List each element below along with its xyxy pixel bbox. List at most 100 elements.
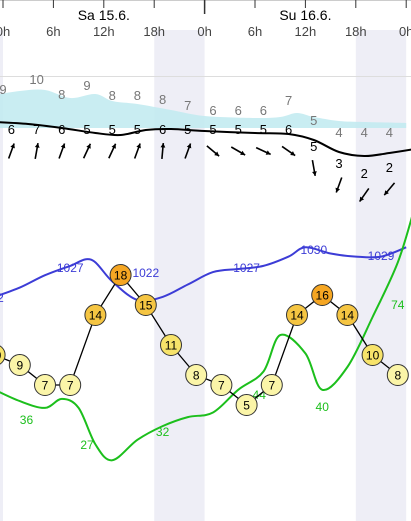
- temperature-marker: [286, 304, 308, 326]
- hour-label: 0h: [0, 24, 10, 39]
- pressure-label: 1030: [300, 243, 327, 257]
- pressure-label: 22: [0, 291, 4, 305]
- wind-speed-label: 5: [260, 122, 267, 137]
- wave-value-label: 9: [83, 78, 90, 93]
- green-value-label: 40: [316, 400, 330, 414]
- hour-label: 12h: [295, 24, 317, 39]
- wave-value-label: 6: [209, 103, 216, 118]
- panel-divider: [0, 76, 411, 77]
- temperature-label: 18: [114, 269, 128, 283]
- wind-speed-label: 6: [58, 122, 65, 137]
- green-value-label: 74: [391, 298, 405, 312]
- temperature-series: 10 9 7 7 14 18 15 11 8 7 5 7 14 16 14 10 8: [0, 264, 409, 416]
- pressure-line: [0, 246, 407, 302]
- wave-height-area: [0, 89, 407, 128]
- wave-value-label: 7: [285, 93, 292, 108]
- green-value-label: 27: [80, 438, 94, 452]
- wave-value-label: 10: [29, 72, 43, 87]
- temperature-label: 9: [16, 359, 23, 373]
- pressure-label: 1027: [233, 261, 260, 275]
- wind-arrow-head: [384, 190, 389, 196]
- temperature-label: 8: [394, 369, 401, 383]
- wind-arrow-head: [136, 143, 141, 149]
- temperature-marker: [361, 344, 384, 366]
- wind-arrow-head: [60, 143, 66, 149]
- temperature-marker: [235, 394, 258, 416]
- night-band: [0, 30, 3, 521]
- pressure-label: 1022: [132, 266, 159, 280]
- wind-speed-label: 5: [109, 122, 116, 137]
- temperature-label: 10: [366, 349, 380, 363]
- wave-panel: 9 10 8 9 8 8 8 7 6 6 6 7 5 4 4 4: [0, 72, 407, 140]
- wind-arrow-head: [111, 143, 116, 149]
- green-value-label: 32: [156, 425, 170, 439]
- temperature-label: 16: [316, 289, 330, 303]
- wind-arrow-head: [160, 143, 166, 148]
- wave-value-label: 8: [134, 88, 141, 103]
- wave-value-label: 8: [58, 87, 65, 102]
- temperature-marker: [0, 345, 6, 365]
- temperature-marker: [185, 364, 208, 386]
- hour-label: 6h: [248, 24, 262, 39]
- temperature-marker: [84, 304, 107, 326]
- temperature-label: 14: [341, 309, 355, 323]
- temperature-marker: [8, 354, 31, 376]
- temperature-label: 7: [42, 379, 49, 393]
- wind-arrow-head: [290, 151, 296, 156]
- hour-label: 18h: [143, 24, 165, 39]
- wave-value-label: 4: [386, 125, 393, 140]
- temperature-marker: [59, 374, 82, 396]
- temperature-label: 7: [67, 379, 74, 393]
- day-label: Sa 15.6.: [78, 7, 130, 23]
- wind-speed-label: 5: [134, 122, 141, 137]
- wind-gust-line: [0, 121, 411, 158]
- green-line: [0, 216, 411, 462]
- wind-arrow-head: [34, 143, 40, 148]
- wind-arrow-head: [214, 151, 220, 157]
- temperature-marker: [260, 374, 283, 396]
- temperature-marker: [311, 284, 334, 306]
- wind-panel: 6 7 6 5 5 5 6 5 5 5 5 6 5 3 2 2: [0, 121, 411, 203]
- wave-value-label: 9: [0, 82, 7, 97]
- wind-arrow-head: [265, 150, 271, 155]
- wave-value-label: 5: [310, 113, 317, 128]
- temperature-label: 7: [268, 379, 275, 393]
- temperature-marker: [386, 364, 409, 386]
- wind-speed-label: 5: [209, 122, 216, 137]
- wind-speed-label: 2: [386, 160, 393, 175]
- wind-arrow-head: [186, 143, 192, 149]
- wind-speed-label: 7: [33, 122, 40, 137]
- green-value-label: 36: [20, 413, 34, 427]
- wind-speed-label: 5: [184, 122, 191, 137]
- temperature-marker: [210, 374, 233, 396]
- wind-speed-label: 3: [335, 156, 342, 171]
- pressure-label: 1029: [368, 249, 395, 263]
- wave-value-label: 4: [361, 125, 368, 140]
- night-bands: [0, 30, 411, 521]
- wind-arrow-head: [86, 143, 91, 149]
- wind-speed-label: 6: [285, 122, 292, 137]
- pressure-label: 1027: [57, 261, 84, 275]
- temperature-label: 8: [193, 369, 200, 383]
- pressure-series: 22 1027 1022 1027 1030 1029: [0, 243, 407, 305]
- wave-value-label: 8: [109, 88, 116, 103]
- temperature-marker: [134, 294, 157, 316]
- wind-speed-label: 5: [83, 122, 90, 137]
- hour-label: 0h: [197, 24, 211, 39]
- hour-label: 6h: [46, 24, 60, 39]
- day-label: Su 16.6.: [279, 7, 331, 23]
- hour-label: 12h: [93, 24, 115, 39]
- temperature-label: 11: [165, 339, 178, 353]
- wind-arrow-head: [240, 150, 246, 155]
- temperature-label: 5: [243, 399, 250, 413]
- temperature-marker: [34, 374, 56, 396]
- temperature-label: 14: [290, 309, 304, 323]
- wind-speed-label: 6: [8, 122, 15, 137]
- temperature-label: 14: [89, 309, 103, 323]
- wind-arrow-head: [10, 143, 15, 149]
- wind-arrow-head: [359, 196, 365, 202]
- temperature-marker: [109, 264, 132, 286]
- wave-value-label: 8: [159, 92, 166, 107]
- night-band: [355, 30, 407, 521]
